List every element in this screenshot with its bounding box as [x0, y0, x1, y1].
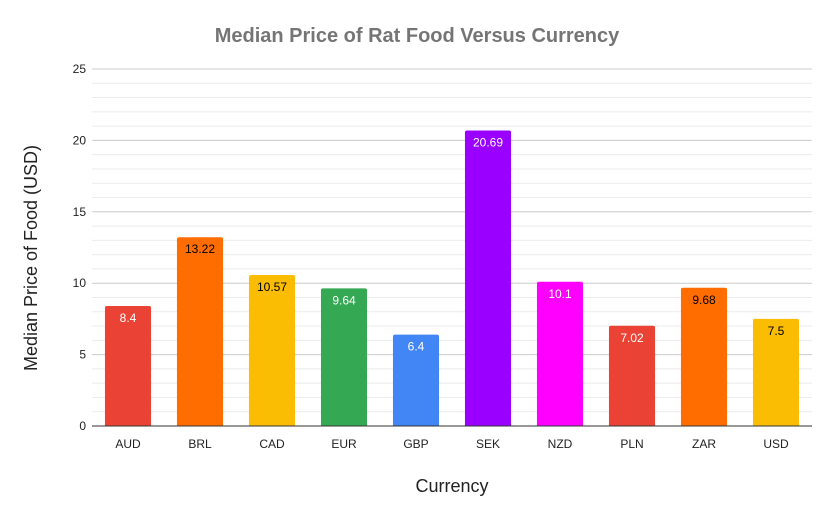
- bar: [608, 325, 656, 426]
- bar: [392, 334, 440, 426]
- x-tick-label: NZD: [548, 437, 573, 451]
- x-axis-ticks: AUD BRL CAD EUR GBP SEK NZD PLN ZAR USD: [115, 437, 789, 451]
- y-tick-label: 5: [79, 348, 86, 362]
- data-label: 10.1: [548, 287, 572, 301]
- bar: [464, 130, 512, 426]
- bar: [248, 275, 296, 426]
- bars: [104, 130, 800, 426]
- data-label: 10.57: [257, 280, 287, 294]
- bar: [536, 281, 584, 426]
- x-tick-label: GBP: [403, 437, 428, 451]
- x-tick-label: PLN: [620, 437, 643, 451]
- y-axis-ticks: 0 5 10 15 20 25: [73, 62, 87, 433]
- y-tick-label: 10: [73, 276, 87, 290]
- chart-title: Median Price of Rat Food Versus Currency: [215, 25, 620, 47]
- bar: [680, 287, 728, 426]
- y-tick-label: 15: [73, 205, 87, 219]
- data-label: 7.5: [768, 324, 785, 338]
- bar: [320, 288, 368, 426]
- data-label: 9.64: [332, 293, 356, 307]
- x-tick-label: BRL: [188, 437, 212, 451]
- x-tick-label: AUD: [115, 437, 141, 451]
- y-tick-label: 20: [73, 133, 87, 147]
- x-tick-label: CAD: [259, 437, 285, 451]
- data-labels: 8.4 13.22 10.57 9.64 6.4 20.69 10.1 7.02 9.68 7.5: [120, 136, 785, 354]
- x-tick-label: USD: [763, 437, 789, 451]
- bar: [752, 318, 800, 426]
- x-axis-title: Currency: [415, 476, 488, 496]
- bar: [104, 306, 152, 426]
- x-tick-label: EUR: [331, 437, 357, 451]
- y-tick-label: 0: [79, 419, 86, 433]
- data-label: 9.68: [692, 293, 716, 307]
- x-tick-label: ZAR: [692, 437, 716, 451]
- y-tick-label: 25: [73, 62, 87, 76]
- bar: [176, 237, 224, 426]
- data-label: 20.69: [473, 136, 503, 150]
- data-label: 13.22: [185, 242, 215, 256]
- data-label: 7.02: [620, 331, 644, 345]
- y-axis-title: Median Price of Food (USD): [21, 145, 41, 371]
- data-label: 8.4: [120, 311, 137, 325]
- data-label: 6.4: [408, 340, 425, 354]
- x-tick-label: SEK: [476, 437, 500, 451]
